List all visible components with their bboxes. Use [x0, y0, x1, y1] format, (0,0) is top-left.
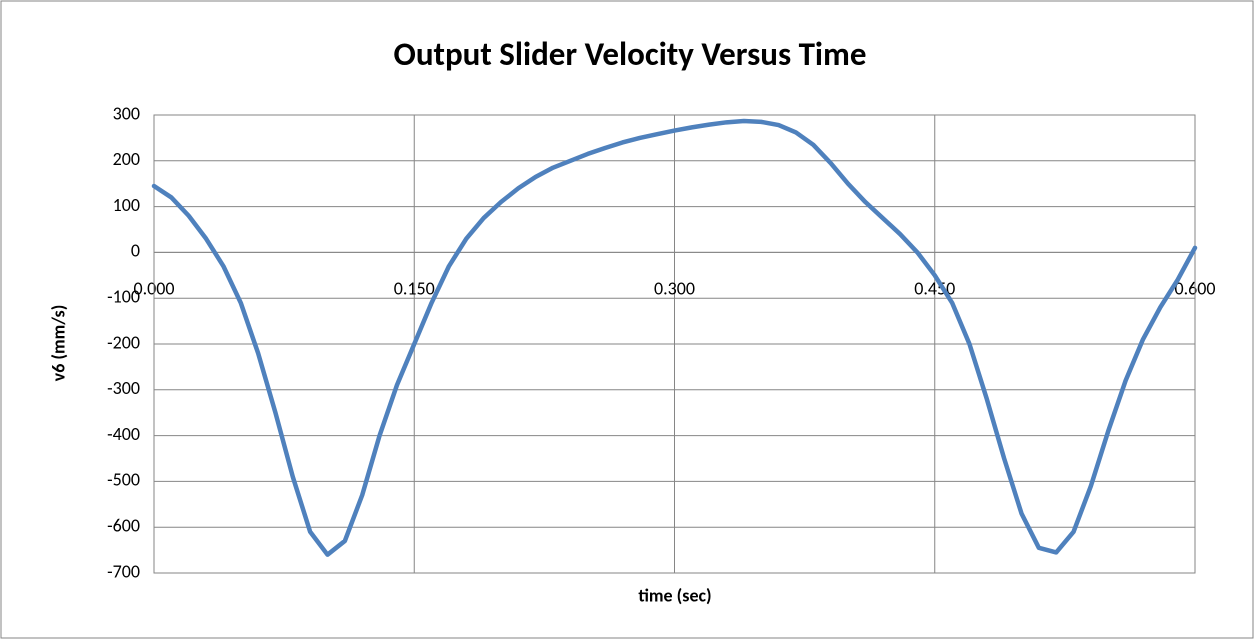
y-tick-label: -700 — [107, 560, 140, 582]
y-tick-label: -500 — [107, 469, 140, 491]
x-tick-label: 0.150 — [394, 278, 435, 300]
y-tick-label: -100 — [107, 285, 140, 307]
y-tick-label: -300 — [107, 377, 140, 399]
chart-title: Output Slider Velocity Versus Time — [394, 34, 867, 74]
y-tick-label: -200 — [107, 331, 140, 353]
y-tick-label: 0 — [131, 240, 140, 262]
y-tick-label: 300 — [113, 102, 140, 124]
y-tick-label: -400 — [107, 423, 140, 445]
y-tick-label: 100 — [113, 194, 140, 216]
x-axis-label: time (sec) — [638, 584, 711, 606]
x-tick-label: 0.300 — [654, 278, 695, 300]
data-line — [151, 118, 1198, 557]
y-axis-label: v6 (mm/s) — [47, 305, 69, 382]
y-tick-label: -600 — [107, 514, 140, 536]
y-tick-label: 200 — [113, 148, 140, 170]
plot-border — [153, 114, 1196, 574]
